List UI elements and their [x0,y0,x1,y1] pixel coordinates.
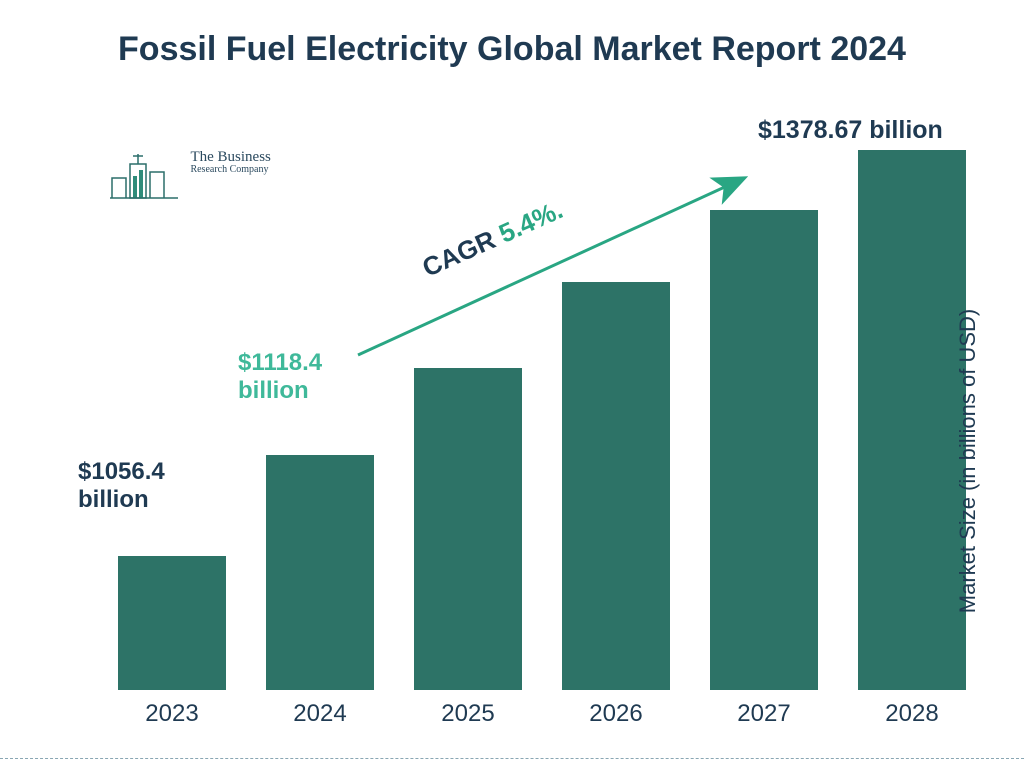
y-axis-label: Market Size (in billions of USD) [955,251,981,671]
chart-container: Fossil Fuel Electricity Global Market Re… [0,0,1024,768]
x-axis-label: 2027 [714,700,814,728]
value-label: $1118.4 billion [238,349,378,404]
x-axis-label: 2026 [566,700,666,728]
x-axis-label: 2025 [418,700,518,728]
y-axis-text: Market Size (in billions of USD) [955,309,980,613]
x-axis-label: 2023 [122,700,222,728]
x-axis-label: 2024 [270,700,370,728]
value-label: $1378.67 billion [758,116,1018,145]
value-label: $1056.4 billion [78,458,218,513]
x-axis-label: 2028 [862,700,962,728]
bottom-divider [0,758,1024,759]
